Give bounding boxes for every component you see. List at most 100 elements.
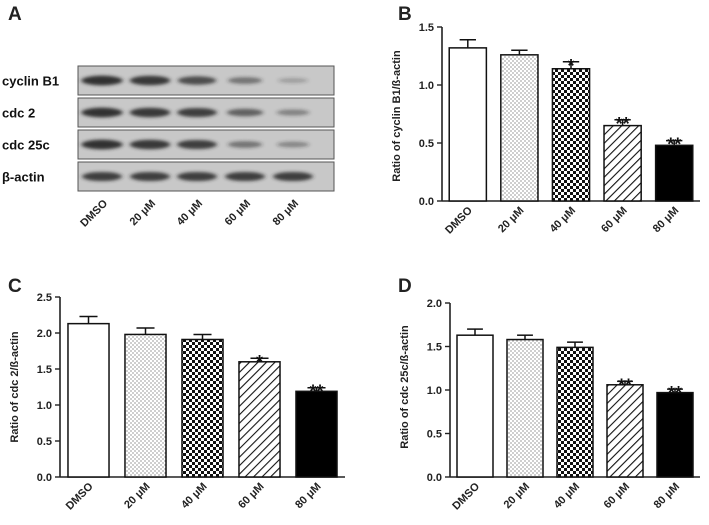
blot-panel: A cyclin B1 cdc 2 cdc 25c β-actin DMSO 20 μM 4… bbox=[2, 4, 335, 229]
significance-marker: ** bbox=[616, 114, 630, 134]
significance-marker: * bbox=[256, 352, 263, 372]
blot-band bbox=[177, 139, 217, 150]
bar bbox=[238, 361, 281, 478]
blot-lane-label: 80 μM bbox=[271, 198, 302, 229]
blot-band bbox=[81, 107, 123, 118]
bar bbox=[556, 346, 594, 478]
bar-chart-d: D Ratio of cdc 25c/ß-actin 0.0 0.5 1.0 1.5 2… bbox=[398, 276, 700, 512]
x-category-label: 60 μM bbox=[236, 481, 267, 512]
chart-body: 0.0 0.5 1.0 1.5 2.0 2.5 DMSO 20 μM 40 μM * 60 μM **… bbox=[37, 292, 345, 512]
blot-row: cdc 2 bbox=[2, 97, 335, 128]
y-tick-label: 0.5 bbox=[419, 138, 434, 150]
x-category-label: 20 μM bbox=[122, 481, 153, 512]
bar bbox=[603, 124, 642, 202]
y-tick-label: 1.5 bbox=[419, 22, 434, 34]
bar bbox=[124, 333, 167, 478]
blot-band bbox=[82, 171, 122, 182]
blot-strips: cyclin B1 cdc 2 cdc 25c β-actin DMSO 20 μM 40 … bbox=[2, 65, 335, 229]
blot-band bbox=[276, 141, 310, 148]
panel-label-b: B bbox=[398, 4, 412, 25]
x-category-label: 80 μM bbox=[651, 205, 682, 236]
bar bbox=[67, 322, 110, 478]
x-category-label: 40 μM bbox=[179, 481, 210, 512]
bar bbox=[656, 391, 694, 478]
blot-row: cdc 25c bbox=[2, 129, 335, 160]
bar bbox=[456, 334, 494, 478]
x-category-label: 80 μM bbox=[652, 481, 683, 512]
panel-label-a: A bbox=[8, 4, 22, 25]
blot-band bbox=[226, 108, 264, 117]
blot-lane-label: 20 μM bbox=[128, 198, 159, 229]
blot-band bbox=[177, 107, 217, 118]
y-tick-label: 0.0 bbox=[427, 472, 442, 484]
blot-band bbox=[177, 171, 217, 182]
x-category-label: 40 μM bbox=[552, 481, 583, 512]
y-tick-label: 2.5 bbox=[37, 292, 52, 304]
y-tick-label: 1.0 bbox=[37, 400, 52, 412]
bar bbox=[181, 338, 224, 478]
x-category-label: DMSO bbox=[443, 204, 475, 236]
x-category-label: 40 μM bbox=[548, 205, 579, 236]
blot-row: cyclin B1 bbox=[2, 65, 335, 96]
blot-band bbox=[129, 139, 171, 150]
significance-marker: ** bbox=[667, 135, 681, 155]
y-tick-label: 0.0 bbox=[37, 472, 52, 484]
bar bbox=[506, 338, 544, 478]
x-category-label: DMSO bbox=[64, 480, 96, 512]
y-tick-label: 1.0 bbox=[419, 80, 434, 92]
y-tick-label: 0.5 bbox=[427, 429, 442, 441]
y-tick-label: 0.0 bbox=[419, 196, 434, 208]
blot-row-label: cyclin B1 bbox=[2, 74, 59, 89]
bar bbox=[500, 54, 539, 202]
bar bbox=[654, 144, 694, 202]
y-axis-title: Ratio of cyclin B1/ß-actin bbox=[391, 50, 403, 182]
chart-body: 0.0 0.5 1.0 1.5 DMSO 20 μM * 40 μM ** 60 μM ** 80 μ… bbox=[419, 22, 700, 236]
significance-marker: * bbox=[567, 56, 574, 76]
blot-band bbox=[177, 76, 217, 85]
x-category-label: DMSO bbox=[450, 480, 482, 512]
y-tick-label: 1.0 bbox=[427, 385, 442, 397]
bar bbox=[295, 390, 338, 478]
y-axis-title: Ratio of cdc 2/ß-actin bbox=[9, 331, 21, 443]
blot-band bbox=[81, 75, 123, 86]
blot-band bbox=[225, 171, 265, 182]
blot-row: β-actin bbox=[2, 161, 335, 192]
significance-marker: ** bbox=[309, 382, 323, 402]
significance-marker: ** bbox=[668, 383, 682, 403]
blot-band bbox=[129, 107, 171, 118]
y-tick-label: 2.0 bbox=[427, 298, 442, 310]
blot-band bbox=[276, 109, 310, 116]
blot-row-label: β-actin bbox=[2, 170, 45, 185]
bar-chart-c: C Ratio of cdc 2/ß-actin 0.0 0.5 1.0 1.5 2.0… bbox=[8, 276, 345, 512]
chart-body: 0.0 0.5 1.0 1.5 2.0 DMSO 20 μM 40 μM ** 60 μM ** 80… bbox=[427, 298, 700, 512]
blot-row-label: cdc 25c bbox=[2, 138, 50, 153]
y-tick-label: 1.5 bbox=[37, 364, 52, 376]
x-category-label: 60 μM bbox=[602, 481, 633, 512]
bar bbox=[606, 384, 644, 478]
blot-lane-label: DMSO bbox=[78, 197, 110, 229]
blot-lane-label: 60 μM bbox=[223, 198, 254, 229]
bar bbox=[551, 68, 591, 202]
bar-chart-b: B Ratio of cyclin B1/ß-actin 0.0 0.5 1.0 1.… bbox=[391, 4, 700, 236]
blot-lane-label: 40 μM bbox=[175, 198, 206, 229]
blot-row-label: cdc 2 bbox=[2, 106, 35, 121]
blot-band bbox=[227, 77, 263, 84]
x-category-label: 60 μM bbox=[599, 205, 630, 236]
panel-label-c: C bbox=[8, 276, 22, 297]
blot-band bbox=[130, 171, 170, 182]
blot-band bbox=[129, 75, 171, 86]
blot-band bbox=[277, 78, 309, 83]
panel-label-d: D bbox=[398, 276, 412, 297]
blot-band bbox=[227, 141, 263, 148]
x-category-label: 20 μM bbox=[502, 481, 533, 512]
blot-band bbox=[273, 171, 313, 182]
significance-marker: ** bbox=[618, 375, 632, 395]
bar bbox=[448, 47, 488, 202]
x-category-label: 80 μM bbox=[293, 481, 324, 512]
y-axis-title: Ratio of cdc 25c/ß-actin bbox=[399, 325, 411, 449]
blot-band bbox=[81, 139, 123, 150]
y-tick-label: 2.0 bbox=[37, 328, 52, 340]
y-tick-label: 0.5 bbox=[37, 436, 52, 448]
x-category-label: 20 μM bbox=[496, 205, 527, 236]
